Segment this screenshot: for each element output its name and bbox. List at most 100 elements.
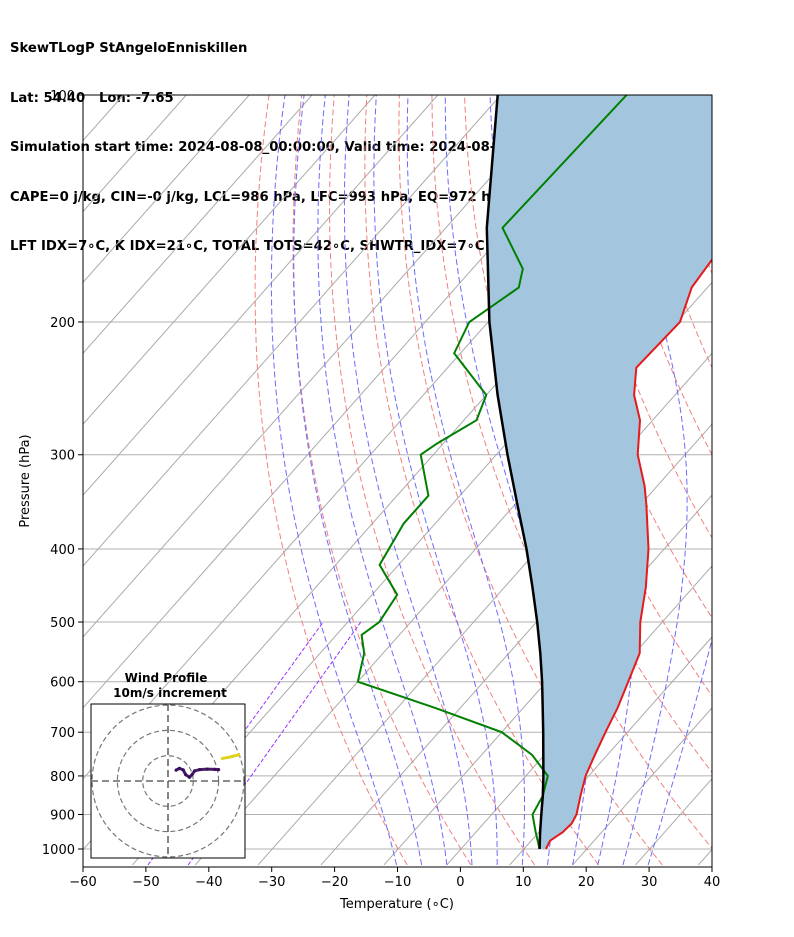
wind-barb-staff bbox=[711, 286, 712, 288]
wind-barb-full bbox=[746, 823, 747, 836]
wind-barb-full bbox=[745, 225, 748, 237]
wind-barb-staff bbox=[711, 731, 712, 733]
wind-barb-full bbox=[745, 705, 748, 717]
moist-adiabat bbox=[317, 95, 448, 866]
wind-barb-staff bbox=[711, 680, 712, 682]
dewpoint-line bbox=[356, 95, 628, 850]
wind-barb-pennant bbox=[746, 417, 755, 429]
wind-barb-full bbox=[745, 679, 748, 691]
hodograph-point bbox=[217, 768, 221, 772]
wind-barb-full bbox=[748, 820, 751, 832]
wind-barb bbox=[711, 137, 754, 150]
wind-barb bbox=[711, 180, 712, 181]
wind-barb-full bbox=[751, 729, 754, 741]
isotherm-line bbox=[83, 95, 313, 355]
y-tick-label: 400 bbox=[50, 543, 75, 558]
wind-barb bbox=[711, 284, 755, 296]
wind-barb-full bbox=[751, 678, 754, 690]
isotherm-line bbox=[761, 95, 794, 865]
wind-barb-pennant bbox=[746, 318, 755, 330]
wind-barb-half bbox=[742, 392, 743, 398]
wind-barb-staff bbox=[711, 453, 712, 455]
x-tick-label: −20 bbox=[321, 875, 348, 890]
wind-barb-full bbox=[746, 770, 748, 783]
wind-barb-half bbox=[741, 809, 742, 815]
wind-barb-half bbox=[742, 285, 743, 291]
wind-barb-full bbox=[752, 821, 753, 834]
hodograph-point bbox=[184, 773, 188, 777]
wind-barb-pennant bbox=[746, 545, 755, 557]
wind-barb-full bbox=[745, 138, 748, 150]
y-tick-label: 700 bbox=[50, 726, 75, 741]
x-tick-label: 30 bbox=[641, 875, 658, 890]
hodograph-point bbox=[187, 775, 192, 779]
wind-barb-full bbox=[743, 823, 746, 835]
wind-barb-staff bbox=[711, 775, 712, 776]
dry-adiabat bbox=[254, 95, 408, 866]
moist-adiabat bbox=[647, 95, 712, 866]
wind-barb-half bbox=[740, 730, 741, 736]
wind-barb bbox=[711, 545, 755, 557]
wind-barb-half bbox=[742, 319, 743, 325]
wind-barb-full bbox=[752, 816, 754, 829]
wind-barb bbox=[711, 770, 748, 783]
wind-barb-staff bbox=[711, 831, 712, 833]
wind-barb bbox=[711, 453, 712, 455]
x-tick-label: −60 bbox=[69, 875, 96, 890]
isotherm-line bbox=[83, 95, 502, 567]
wind-barb-half bbox=[734, 226, 735, 232]
wind-barb-full bbox=[739, 138, 742, 150]
wind-barbs bbox=[711, 137, 755, 849]
y-tick-label: 100 bbox=[50, 89, 75, 104]
wind-barb-staff bbox=[711, 754, 712, 755]
moist-adiabat bbox=[444, 95, 557, 866]
moist-adiabat bbox=[270, 95, 397, 866]
y-tick-label: 800 bbox=[50, 770, 75, 785]
wind-barb-half bbox=[741, 791, 742, 797]
moist-adiabat bbox=[293, 95, 423, 866]
wind-barb-full bbox=[745, 729, 748, 741]
isotherm-line bbox=[572, 707, 712, 866]
dry-adiabat bbox=[398, 95, 663, 866]
x-axis-ticks: −60 −50 −40 −30 −20 −10 0 10 20 30 40 bbox=[69, 867, 720, 890]
wind-barb-staff bbox=[711, 839, 712, 841]
wind-barb-full bbox=[745, 584, 748, 596]
hodograph-point bbox=[192, 769, 197, 773]
x-tick-label: 0 bbox=[456, 875, 464, 890]
wind-barb-full bbox=[746, 749, 748, 762]
wind-barb-full bbox=[739, 225, 742, 237]
wind-barb-full bbox=[739, 651, 742, 663]
wind-barb-full bbox=[745, 619, 748, 631]
wind-barb-staff bbox=[711, 419, 712, 421]
hodograph-point bbox=[213, 767, 217, 771]
isotherm-line bbox=[383, 494, 712, 866]
dry-adiabat bbox=[725, 95, 794, 865]
wind-barb-full bbox=[745, 834, 746, 847]
wind-barb-half bbox=[734, 651, 735, 657]
wind-barb-full bbox=[752, 807, 754, 820]
wind-barb-pennant bbox=[746, 284, 755, 296]
x-tick-label: −30 bbox=[258, 875, 285, 890]
hodograph-trace-high bbox=[220, 752, 241, 761]
wind-barb-staff bbox=[711, 848, 712, 849]
hodograph-point bbox=[174, 768, 178, 772]
hodograph-point bbox=[190, 773, 194, 777]
wind-barb-full bbox=[733, 585, 736, 597]
wind-barb bbox=[711, 618, 754, 631]
moist-adiabat bbox=[611, 95, 688, 866]
wind-barb bbox=[711, 791, 742, 797]
hodograph-point bbox=[177, 766, 181, 770]
wind-barb-staff bbox=[711, 140, 712, 141]
wind-barb bbox=[711, 820, 751, 841]
wind-barb-full bbox=[751, 618, 754, 630]
isotherm-line bbox=[83, 95, 439, 496]
wind-barb-staff bbox=[711, 795, 712, 796]
x-tick-label: −50 bbox=[132, 875, 159, 890]
wind-barb-full bbox=[751, 137, 754, 149]
y-axis-title: Pressure (hPa) bbox=[18, 434, 33, 527]
wind-barb bbox=[711, 504, 712, 506]
wind-barb-staff bbox=[711, 586, 712, 588]
isotherm-line bbox=[83, 95, 250, 284]
wind-barb-full bbox=[751, 584, 754, 596]
wind-barb-full bbox=[745, 650, 748, 662]
